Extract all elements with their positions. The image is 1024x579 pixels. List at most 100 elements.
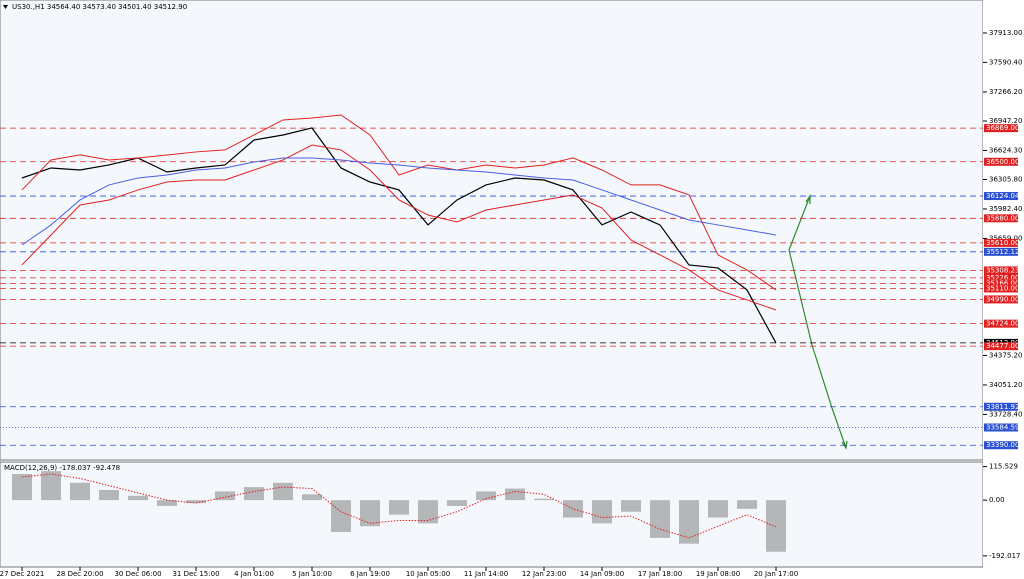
macd-bar [650, 500, 670, 538]
level-tag [984, 319, 1018, 328]
macd-bar [99, 489, 119, 501]
level-label: 36124.04 [986, 192, 1020, 200]
y-tick-label: -192.017 [989, 552, 1020, 560]
level-tag [984, 192, 1018, 201]
macd-bar [534, 498, 554, 501]
macd-bar [505, 488, 525, 501]
macd-header: MACD(12,26,9) -178.037 -92.478 [4, 464, 120, 472]
macd-bar [273, 482, 293, 501]
level-label: 36869.00 [986, 124, 1019, 132]
y-tick-label: 34375.20 [989, 351, 1022, 359]
level-tag [984, 441, 1018, 450]
y-tick-label: 37913.00 [989, 29, 1022, 37]
level-label: 35226.00 [986, 274, 1019, 282]
x-tick-label: 31 Dec 15:00 [172, 570, 219, 578]
y-tick-label: 36305.80 [989, 175, 1022, 183]
macd-bar [389, 500, 409, 515]
level-tag [984, 279, 1018, 288]
level-label: 33584.59 [986, 423, 1019, 431]
level-tag [984, 214, 1018, 223]
series-line [21, 127, 777, 344]
macd-bar [621, 500, 641, 512]
level-tag [984, 247, 1018, 256]
macd-bar [418, 500, 438, 524]
level-tag [984, 284, 1018, 293]
x-tick-label: 19 Jan 08:00 [696, 570, 740, 578]
y-tick-label: 37590.40 [989, 58, 1022, 66]
macd-bar [70, 482, 90, 501]
signal-line [21, 473, 777, 539]
y-tick-label: 33728.40 [989, 410, 1022, 418]
x-tick-label: 14 Jan 09:00 [580, 570, 624, 578]
x-tick-label: 28 Dec 20:00 [56, 570, 103, 578]
y-tick-label: 35659.00 [989, 234, 1022, 242]
level-tag [984, 402, 1018, 411]
x-tick-label: 17 Jan 18:00 [638, 570, 682, 578]
macd-bar [708, 500, 728, 518]
arrow-head [841, 440, 848, 450]
macd-bar [563, 500, 583, 518]
macd-panel [0, 461, 984, 568]
level-tag [984, 273, 1018, 282]
macd-bar [215, 491, 235, 501]
macd-bar [592, 500, 612, 524]
level-label: 34477.00 [986, 342, 1019, 350]
series-line [21, 144, 777, 311]
level-tag [984, 238, 1018, 247]
x-tick-label: 6 Jan 19:00 [350, 570, 390, 578]
macd-bar [679, 500, 699, 544]
symbol-header: US30.,H1 34564.40 34573.40 34501.40 3451… [12, 3, 187, 11]
macd-bar [186, 500, 206, 504]
level-label: 35110.00 [986, 284, 1019, 292]
level-label: 36500.00 [986, 158, 1019, 166]
macd-bar [447, 500, 467, 506]
series-line [21, 114, 777, 291]
macd-bar [331, 500, 351, 533]
x-tick-label: 11 Jan 14:00 [464, 570, 508, 578]
level-label: 34990.00 [986, 295, 1019, 303]
level-label: 35610.00 [986, 239, 1019, 247]
x-tick-label: 30 Dec 06:00 [114, 570, 161, 578]
series-line [21, 157, 777, 246]
price-panel [0, 0, 984, 461]
level-label: 34724.00 [986, 320, 1019, 328]
x-tick-label: 27 Dec 2021 [0, 570, 44, 578]
y-tick-label: 115.529 [989, 463, 1018, 471]
level-label: 35166.00 [986, 279, 1019, 287]
y-tick-label: 36624.30 [989, 146, 1022, 154]
macd-bar [737, 500, 757, 509]
y-tick-label: 0.00 [989, 496, 1005, 504]
macd-bar [128, 495, 148, 501]
level-tag [984, 266, 1018, 275]
y-tick-label: 37266.20 [989, 88, 1022, 96]
macd-bar [360, 500, 380, 527]
level-label: 35512.12 [986, 248, 1019, 256]
x-tick-label: 4 Jan 01:00 [234, 570, 274, 578]
y-tick-label: 34051.20 [989, 381, 1022, 389]
macd-bar [766, 500, 786, 552]
level-label: 33390.00 [986, 441, 1019, 449]
level-label: 35308.23 [986, 266, 1019, 274]
y-tick-label: 36947.20 [989, 117, 1022, 125]
level-label: 33811.92 [986, 403, 1019, 411]
level-tag [984, 342, 1018, 351]
x-tick-label: 20 Jan 17:00 [754, 570, 798, 578]
arrow-down [788, 249, 847, 449]
macd-bar [12, 474, 32, 501]
macd-bar [302, 494, 322, 501]
menu-arrow[interactable] [3, 5, 8, 9]
macd-bar [476, 491, 496, 501]
level-tag [984, 124, 1018, 133]
x-tick-label: 10 Jan 05:00 [406, 570, 450, 578]
x-tick-label: 5 Jan 10:00 [292, 570, 332, 578]
macd-bar [41, 471, 61, 501]
macd-bar [157, 500, 177, 506]
y-tick-label: 35982.40 [989, 205, 1022, 213]
level-tag [984, 157, 1018, 166]
level-tag [984, 423, 1018, 432]
level-label: 35880.00 [986, 214, 1019, 222]
arrow-up [788, 195, 811, 251]
macd-bar [244, 487, 264, 501]
level-tag [984, 295, 1018, 304]
